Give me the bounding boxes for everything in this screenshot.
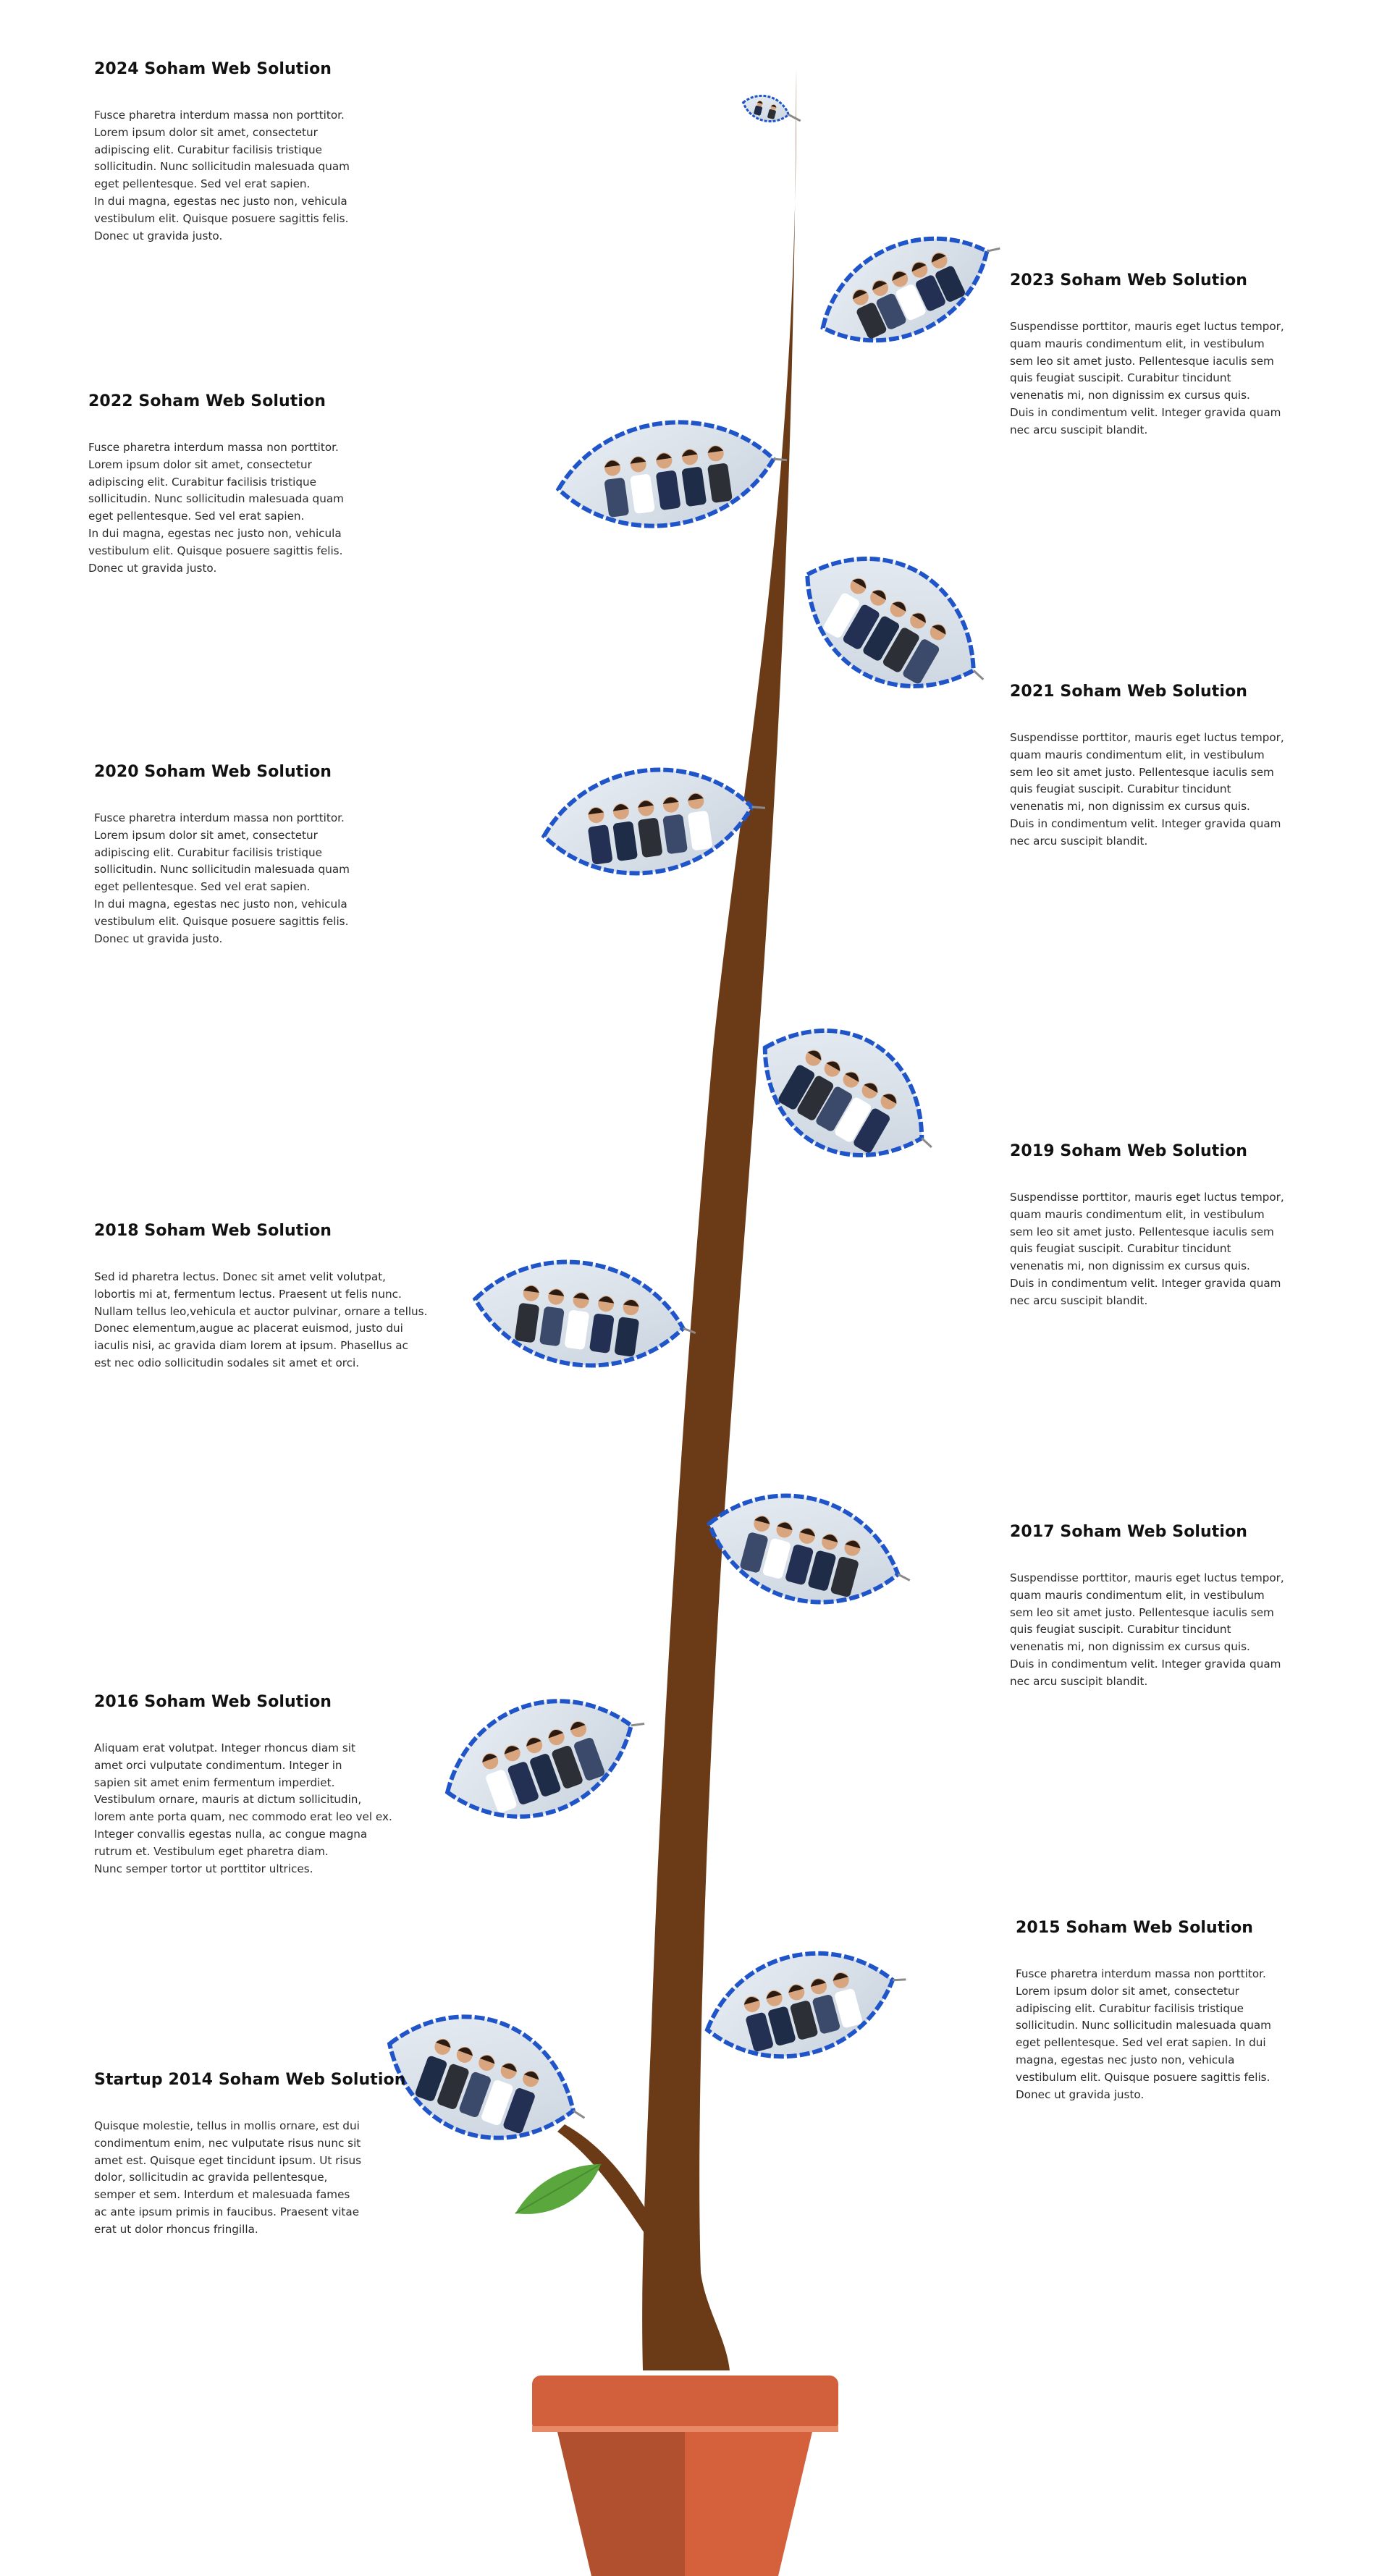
- entry-description: Suspendisse porttitor, mauris eget luctu…: [1010, 1191, 1284, 1307]
- entry-description: Fusce pharetra interdum massa non portti…: [94, 811, 350, 945]
- timeline-entry: 2019 Soham Web Solution Suspendisse portt…: [1010, 1142, 1350, 1310]
- leaf-photo-frame: [820, 236, 1000, 343]
- entry-title: 2020 Soham Web Solution: [94, 763, 332, 781]
- tree-stem: [642, 69, 797, 2370]
- entry-title: 2021 Soham Web Solution: [1010, 683, 1248, 701]
- leaf-photo-frame: [541, 767, 766, 876]
- entry-title: 2023 Soham Web Solution: [1010, 271, 1248, 290]
- leaf-photo-frame: [444, 1699, 645, 1819]
- entry-description: Aliquam erat volutpat. Integer rhoncus d…: [94, 1741, 392, 1875]
- entry-title: 2017 Soham Web Solution: [1010, 1523, 1248, 1541]
- leaf-photo-frame: [762, 1029, 932, 1157]
- entry-title: 2024 Soham Web Solution: [94, 60, 332, 78]
- entry-title: 2019 Soham Web Solution: [1010, 1142, 1248, 1160]
- entry-title: 2015 Soham Web Solution: [1016, 1919, 1254, 1937]
- entry-title: Startup 2014 Soham Web Solution: [94, 2071, 406, 2089]
- timeline-entry: 2020 Soham Web Solution Fusce pharetra in…: [94, 763, 434, 947]
- entry-description: Suspendisse porttitor, mauris eget luctu…: [1010, 320, 1284, 436]
- entry-description: Quisque molestie, tellus in mollis ornar…: [94, 2119, 362, 2236]
- timeline-entry: Startup 2014 Soham Web Solution Quisque m…: [94, 2071, 434, 2239]
- entry-title: 2022 Soham Web Solution: [88, 392, 326, 410]
- tree-branch: [557, 2124, 659, 2244]
- entry-description: Fusce pharetra interdum massa non portti…: [88, 441, 344, 575]
- entry-title: 2016 Soham Web Solution: [94, 1693, 332, 1711]
- leaf-photo-frame: [741, 94, 801, 123]
- timeline-entry: 2018 Soham Web Solution Sed id pharetra l…: [94, 1222, 434, 1372]
- leaf-photo-frame: [707, 1493, 911, 1605]
- entry-description: Suspendisse porttitor, mauris eget luctu…: [1010, 1571, 1284, 1688]
- leaf-photo-frame: [472, 1259, 696, 1368]
- leaf-photo-frame: [387, 2014, 586, 2140]
- leaf-photo-frame: [555, 420, 788, 528]
- flower-pot: [532, 2376, 838, 2576]
- entry-description: Sed id pharetra lectus. Donec sit amet v…: [94, 1270, 428, 1369]
- timeline-entry: 2021 Soham Web Solution Suspendisse portt…: [1010, 683, 1350, 850]
- entry-description: Fusce pharetra interdum massa non portti…: [94, 109, 350, 242]
- timeline-entry: 2022 Soham Web Solution Fusce pharetra in…: [88, 392, 429, 577]
- entry-description: Suspendisse porttitor, mauris eget luctu…: [1010, 731, 1284, 848]
- leaf-photo-frame: [704, 1951, 906, 2059]
- timeline-entry: 2023 Soham Web Solution Suspendisse portt…: [1010, 271, 1350, 439]
- leaf-photo-frame: [805, 557, 985, 688]
- timeline-entry: 2017 Soham Web Solution Suspendisse portt…: [1010, 1523, 1350, 1691]
- timeline-entry: 2024 Soham Web Solution Fusce pharetra in…: [94, 60, 434, 245]
- timeline-entry: 2015 Soham Web Solution Fusce pharetra in…: [1016, 1919, 1356, 2103]
- entry-description: Fusce pharetra interdum massa non portti…: [1016, 1967, 1271, 2101]
- timeline-entry: 2016 Soham Web Solution Aliquam erat volu…: [94, 1693, 434, 1878]
- entry-title: 2018 Soham Web Solution: [94, 1222, 332, 1240]
